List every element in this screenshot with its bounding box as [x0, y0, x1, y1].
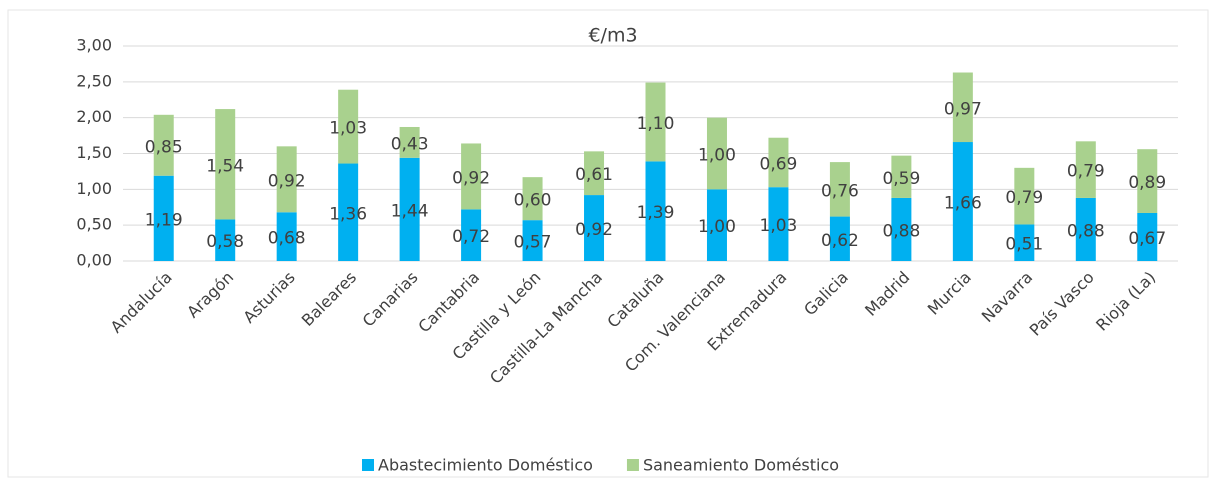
data-label: 0,97 — [944, 99, 982, 119]
data-label: 0,79 — [1067, 162, 1105, 182]
bar-segment — [891, 197, 912, 261]
data-label: 1,66 — [944, 194, 982, 214]
data-label: 0,72 — [452, 227, 490, 247]
x-tick-label: Cataluña — [603, 268, 667, 332]
data-label: 0,60 — [514, 191, 552, 211]
data-label: 0,92 — [268, 171, 306, 191]
legend-label: Abastecimiento Doméstico — [378, 456, 593, 475]
bar-segment — [338, 163, 359, 261]
data-label: 0,88 — [882, 221, 920, 241]
bar-segment — [338, 89, 359, 164]
x-tick-label: Baleares — [298, 268, 360, 330]
data-label: 1,03 — [329, 119, 367, 139]
data-label: 0,89 — [1128, 173, 1166, 193]
y-tick-label: 2,00 — [76, 107, 112, 126]
bar-segment — [706, 117, 727, 190]
bar-segment — [215, 109, 236, 220]
bar-segment — [768, 137, 789, 188]
x-tick-label: Castilla-La Mancha — [486, 268, 606, 388]
data-label: 0,79 — [1005, 188, 1043, 208]
data-label: 1,36 — [329, 204, 367, 224]
bar-segment — [522, 177, 543, 221]
data-label: 0,76 — [821, 181, 859, 201]
bar-segment — [276, 146, 297, 213]
data-label: 0,68 — [268, 229, 306, 249]
data-label: 0,62 — [821, 231, 859, 251]
x-tick-label: Andalucía — [107, 268, 176, 337]
bar-segment — [768, 187, 789, 261]
data-label: 0,57 — [514, 233, 552, 253]
data-label: 0,43 — [391, 134, 429, 154]
bar-segment — [952, 72, 973, 143]
data-label: 0,59 — [882, 169, 920, 189]
y-tick-label: 0,50 — [76, 215, 112, 234]
data-label: 1,19 — [145, 210, 183, 230]
chart-frame — [7, 9, 1209, 478]
data-label: 0,85 — [145, 137, 183, 157]
x-tick-label: Galicia — [800, 268, 852, 320]
bar-segment — [153, 114, 174, 176]
data-label: 0,69 — [760, 154, 798, 174]
legend-swatch — [626, 459, 639, 471]
bar-segment — [645, 82, 666, 162]
data-label: 1,54 — [206, 156, 244, 176]
x-tick-label: Canarias — [359, 268, 422, 331]
data-label: 0,88 — [1067, 221, 1105, 241]
data-label: 1,00 — [698, 146, 736, 166]
data-label: 1,39 — [637, 203, 675, 223]
data-label: 0,61 — [575, 165, 613, 185]
bar-segment — [522, 220, 543, 261]
bar-segment — [461, 209, 482, 261]
bar-segment — [829, 216, 850, 261]
bar-segment — [153, 175, 174, 261]
bar-segment — [1137, 149, 1158, 213]
data-label: 0,58 — [206, 232, 244, 252]
bar-segment — [1137, 212, 1158, 261]
chart-title: €/m3 — [588, 25, 637, 47]
bar-segment — [584, 195, 605, 261]
x-tick-label: Madrid — [861, 268, 913, 320]
x-tick-label: Navarra — [978, 268, 1037, 327]
y-tick-label: 3,00 — [76, 36, 112, 55]
bar-segment — [215, 219, 236, 261]
y-tick-label: 1,00 — [76, 179, 112, 198]
data-label: 0,67 — [1128, 229, 1166, 249]
x-tick-label: Aragón — [183, 268, 237, 322]
x-tick-label: País Vasco — [1026, 268, 1098, 340]
bar-segment — [584, 151, 605, 196]
data-label: 1,44 — [391, 201, 429, 221]
bar-segment — [399, 157, 420, 261]
bar-segment — [645, 161, 666, 261]
bar-segment — [952, 142, 973, 261]
data-label: 1,03 — [760, 216, 798, 236]
data-label: 1,00 — [698, 217, 736, 237]
data-label: 0,92 — [452, 168, 490, 188]
bar-segment — [1014, 224, 1035, 261]
legend-label: Saneamiento Doméstico — [643, 456, 839, 475]
bar-segment — [1075, 197, 1096, 261]
bar-segment — [891, 155, 912, 198]
x-tick-label: Asturias — [239, 268, 298, 327]
bar-segment — [706, 189, 727, 261]
x-tick-label: Murcia — [924, 268, 975, 319]
x-tick-label: Rioja (La) — [1092, 268, 1159, 335]
legend-swatch — [362, 459, 374, 471]
y-tick-label: 1,50 — [76, 143, 112, 162]
data-label: 0,92 — [575, 220, 613, 240]
bar-segment — [399, 126, 420, 158]
bar-segment — [1014, 167, 1035, 225]
y-tick-label: 2,50 — [76, 71, 112, 90]
data-label: 1,10 — [637, 114, 675, 134]
bar-segment — [829, 162, 850, 217]
bar-segment — [1075, 141, 1096, 198]
bar-segment — [276, 212, 297, 261]
bar-segment — [461, 143, 482, 210]
y-tick-label: 0,00 — [76, 251, 112, 270]
data-label: 0,51 — [1005, 235, 1043, 255]
